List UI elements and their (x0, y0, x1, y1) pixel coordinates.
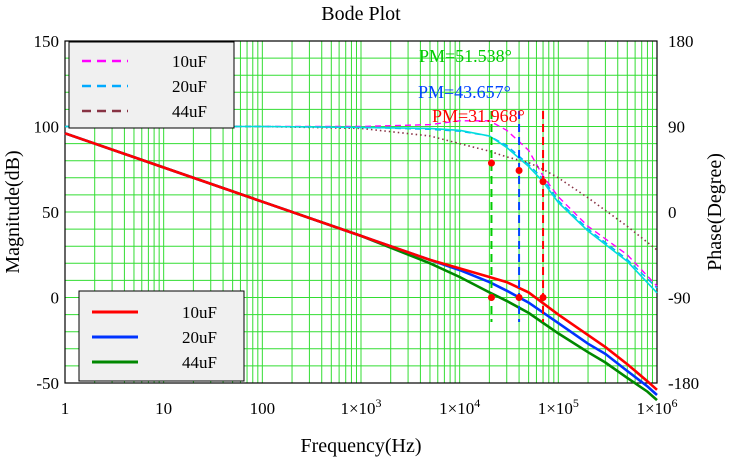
pm-label: PM=31.968° (432, 106, 525, 126)
legend-phase: 10uF 20uF 44uF (68, 41, 235, 129)
x-tick-label: 1×103 (340, 396, 381, 418)
x-axis-label: Frequency(Hz) (300, 435, 421, 457)
y-tick-label-left: 100 (34, 118, 60, 137)
legend-label-20uF: 20uF (182, 328, 217, 347)
pm-phase-marker (487, 159, 495, 167)
plot-frame (64, 40, 658, 384)
crossover-marker (487, 294, 495, 301)
pm-phase-marker (539, 178, 547, 186)
legend-label-44uF: 44uF (172, 102, 207, 121)
y-tick-label-right: 180 (668, 32, 694, 51)
y-tick-label-left: 50 (42, 203, 59, 222)
legend-phase-box (68, 41, 235, 129)
y-tick-label-left: 0 (51, 289, 60, 308)
chart-title: Bode Plot (321, 3, 401, 25)
y-tick-label-right: -90 (668, 289, 691, 308)
pm-label: PM=51.538° (419, 46, 512, 66)
legend-label-10uF: 10uF (172, 52, 207, 71)
pm-phase-marker (515, 167, 523, 175)
y-tick-label-left: -50 (36, 374, 59, 393)
series-layer (64, 120, 658, 402)
x-tick-label: 1×106 (636, 396, 677, 418)
x-tick-label: 1×105 (538, 396, 579, 418)
crossover-marker (515, 294, 523, 301)
legend-label-10uF: 10uF (182, 303, 217, 322)
crossover-marker (539, 294, 547, 301)
pm-label: PM=43.657° (418, 82, 511, 102)
x-tick-label: 10 (155, 399, 172, 418)
y-tick-label-right: -180 (668, 374, 699, 393)
legend-label-44uF: 44uF (182, 353, 217, 372)
y-tick-label-right: 90 (668, 118, 685, 137)
y-axis-label-right: Phase(Degree) (704, 153, 726, 271)
y-axis-label-left: Magnitude(dB) (2, 150, 24, 273)
y-tick-label-left: 150 (34, 32, 60, 51)
legend-label-20uF: 20uF (172, 77, 207, 96)
phase-trace-cyan (65, 125, 658, 294)
x-tick-label: 1 (61, 399, 70, 418)
phase-margin-layer: PM=51.538° PM=43.657° PM=31.968° (418, 46, 547, 322)
legend-magnitude: 10uF 20uF 44uF (78, 290, 245, 382)
magnitude-line-10uF (64, 132, 658, 391)
y-tick-label-right: 0 (668, 203, 677, 222)
x-tick-label: 1×104 (439, 396, 480, 418)
tick-labels: 1 10 100 1×103 1×104 1×105 1×106 150 100 50 0 -50 18… (34, 32, 700, 418)
x-tick-label: 100 (250, 399, 276, 418)
